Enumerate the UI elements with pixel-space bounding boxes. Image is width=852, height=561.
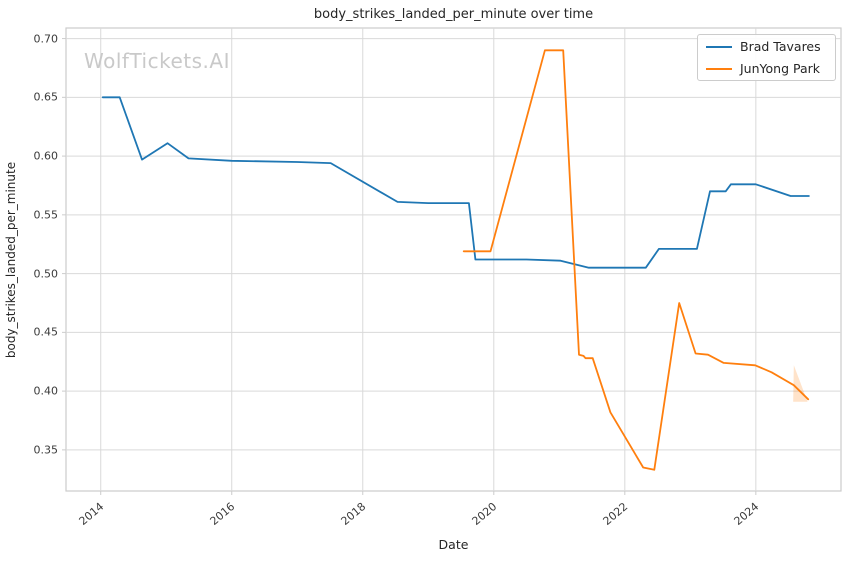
y-tick-label: 0.55 bbox=[33, 208, 59, 222]
legend-item-brad-tavares: Brad Tavares bbox=[706, 38, 827, 56]
legend-item-junyong-park: JunYong Park bbox=[706, 60, 827, 78]
legend-line-swatch-orange bbox=[706, 67, 732, 70]
legend: Brad Tavares JunYong Park bbox=[697, 34, 836, 81]
y-axis-label: body_strikes_landed_per_minute bbox=[4, 161, 18, 359]
x-axis-label: Date bbox=[438, 537, 469, 552]
series-line-junyong-park bbox=[462, 49, 810, 471]
watermark-wolftickets: WolfTickets.AI bbox=[84, 49, 230, 73]
y-tick-label: 0.60 bbox=[33, 149, 59, 163]
y-tick-label: 0.40 bbox=[33, 384, 59, 398]
y-tick-label: 0.50 bbox=[33, 267, 59, 281]
plot-border bbox=[65, 27, 842, 492]
y-tick-label: 0.45 bbox=[33, 325, 59, 339]
legend-label: Brad Tavares bbox=[740, 39, 821, 54]
y-tick-label: 0.65 bbox=[33, 90, 59, 104]
legend-line-swatch-blue bbox=[706, 45, 732, 48]
y-tick-label: 0.35 bbox=[33, 443, 59, 457]
series-line-brad-tavares bbox=[101, 96, 810, 269]
forecast-wedge bbox=[793, 365, 808, 402]
chart-title: body_strikes_landed_per_minute over time bbox=[313, 7, 594, 22]
legend-label: JunYong Park bbox=[740, 61, 820, 76]
y-tick-label: 0.70 bbox=[33, 32, 59, 46]
